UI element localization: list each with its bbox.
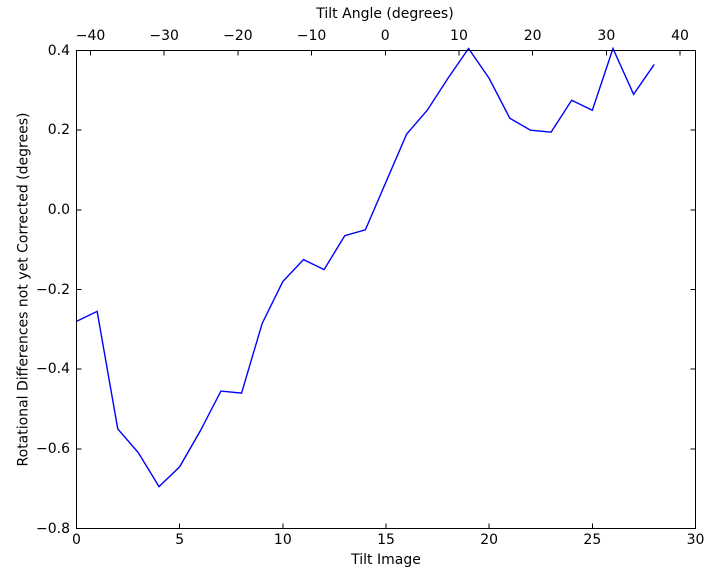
top-axis-title: Tilt Angle (degrees) [0,6,714,23]
bottom-axis-title: Tilt Image [351,552,421,568]
y-tick-label: −0.8 [36,520,70,537]
y-tick-label: −0.2 [36,281,70,298]
top-tick-label: 0 [380,28,390,44]
top-tick-label: −40 [75,28,106,44]
top-tick-label: 10 [450,28,468,44]
bottom-tick-label: 10 [273,532,292,548]
y-tick-label: −0.4 [36,361,70,378]
top-tick-label: −30 [149,28,179,44]
y-tick-label: −0.6 [36,440,70,457]
top-tick-label: 20 [523,28,542,44]
top-tick-label: −10 [296,28,327,44]
top-tick-label: 40 [671,28,689,44]
y-tick-label: 0.2 [47,122,70,139]
bottom-tick-label: 20 [480,532,499,548]
top-axis-title-text: Tilt Angle (degrees) [316,6,454,22]
axes-frame [76,50,696,529]
bottom-tick-label: 15 [377,532,395,548]
y-tick-label: 0.0 [47,201,70,218]
top-tick-label: 30 [597,28,616,44]
bottom-tick-label: 25 [583,532,602,548]
data-line-series [76,46,655,488]
bottom-tick-label: 5 [175,532,185,548]
bottom-tick-label: 30 [686,532,705,548]
top-tick-label: −20 [223,28,253,44]
y-tick-label: 0.4 [47,42,70,59]
bottom-tick-label: 0 [72,532,81,548]
